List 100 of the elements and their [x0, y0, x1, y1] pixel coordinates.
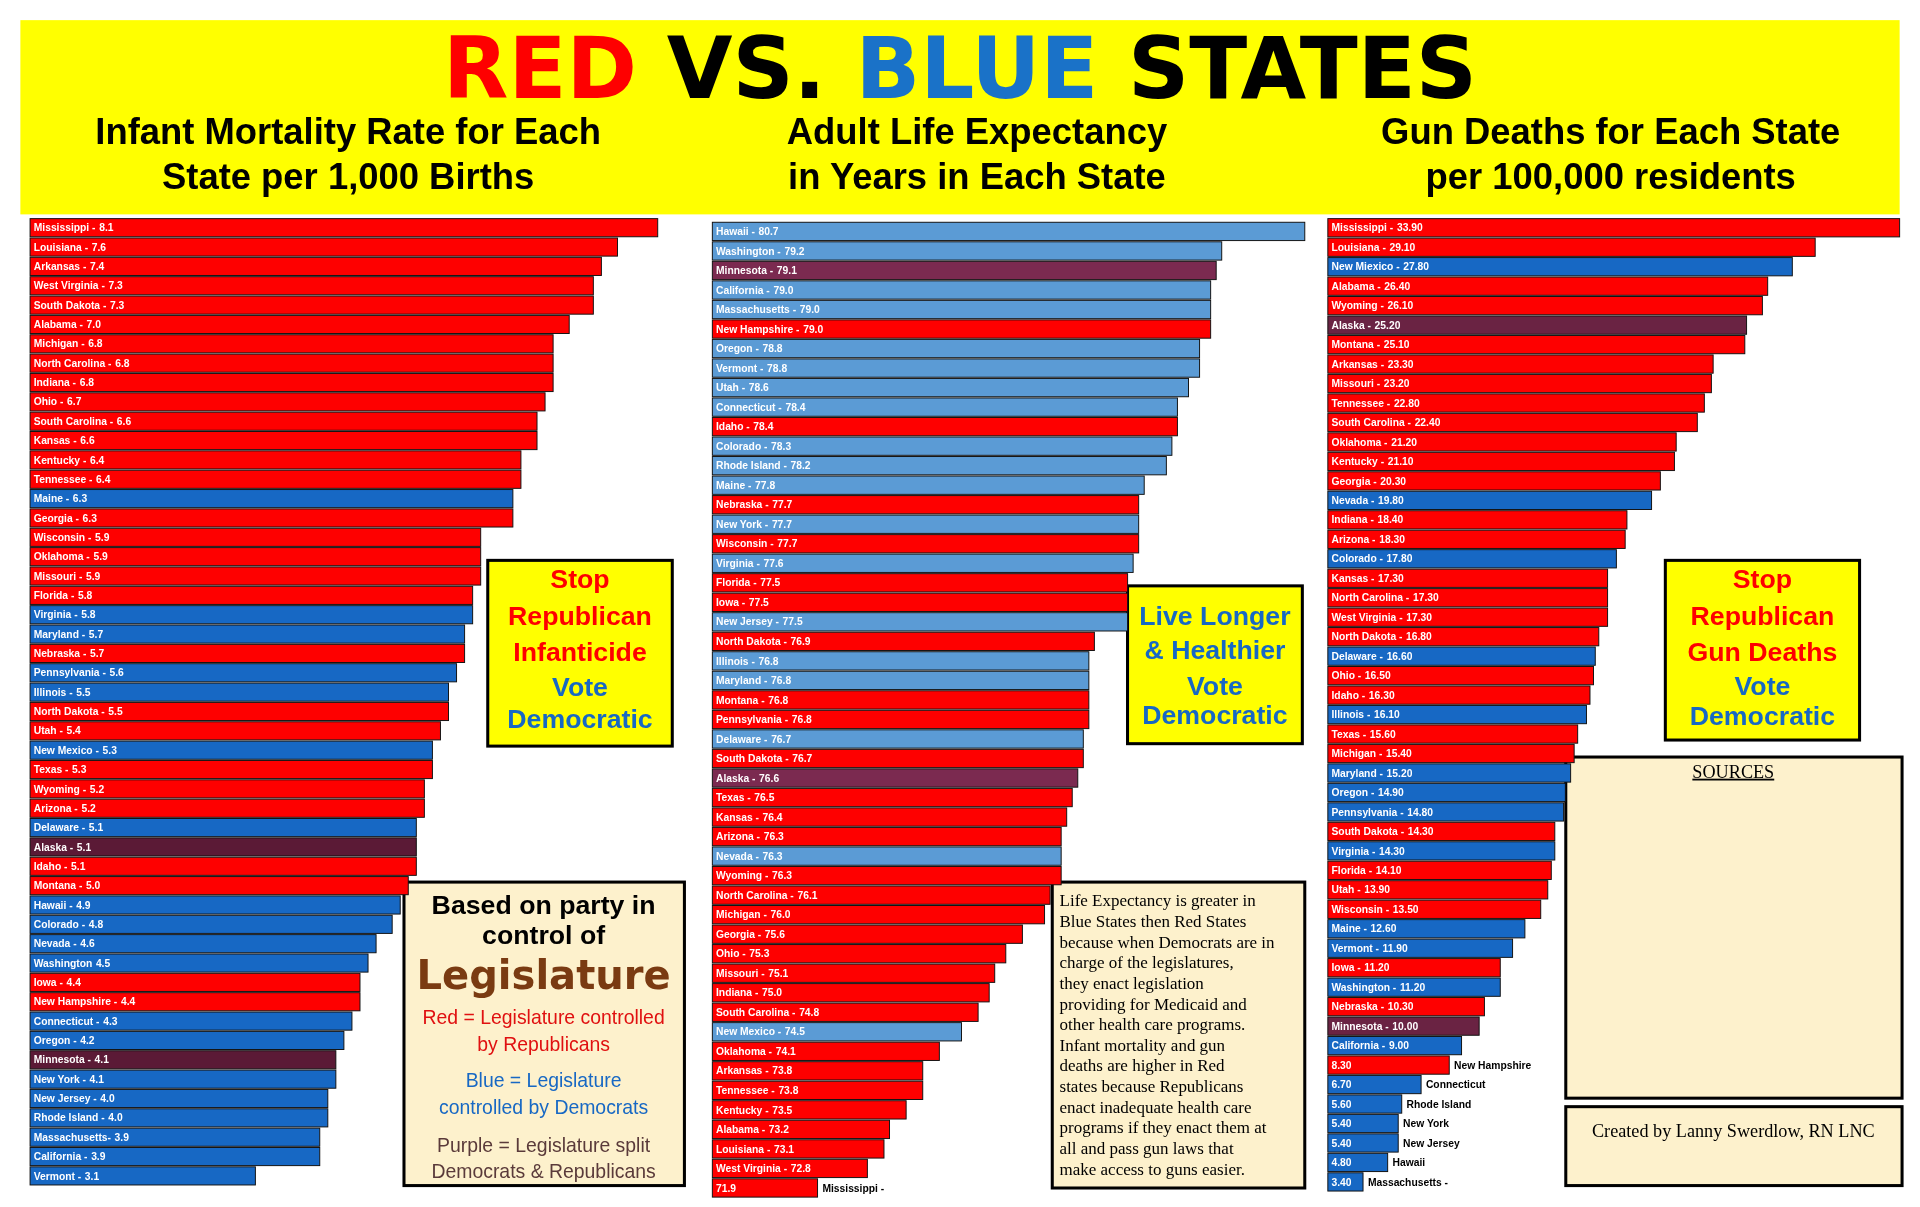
data-label: 73.8 — [772, 1065, 793, 1077]
category-label: Vermont - — [33, 1170, 82, 1182]
data-label: 74.8 — [799, 1006, 820, 1018]
category-label: New Mexico - — [33, 744, 99, 756]
data-label: 16.30 — [1368, 689, 1395, 701]
data-label: 3.9 — [91, 1151, 106, 1163]
category-label: Kansas - — [1331, 572, 1375, 584]
data-label: 75.3 — [749, 948, 770, 960]
category-label: North Carolina - — [715, 889, 794, 901]
category-label: Arizona - — [1331, 533, 1376, 545]
category-label: Maine - — [1331, 923, 1367, 935]
category-label: Washington - — [715, 245, 781, 257]
category-label: West Virginia - — [715, 1163, 788, 1175]
data-label: 79.0 — [773, 284, 794, 296]
category-label: Maryland - — [715, 675, 768, 687]
data-label: 74.5 — [784, 1026, 806, 1038]
data-label: 76.3 — [762, 850, 783, 862]
data-label: 11.20 — [1364, 962, 1390, 974]
category-label: Michigan - — [715, 909, 767, 921]
data-label: 9.00 — [1388, 1040, 1410, 1052]
data-label: 77.5 — [748, 596, 770, 608]
category-label: Kentucky - — [1331, 456, 1385, 468]
category-label: Massachusetts - — [715, 304, 797, 316]
category-label: Missouri - — [1331, 378, 1381, 390]
data-label: 21.10 — [1387, 456, 1414, 468]
data-label: 6.8 — [115, 357, 130, 369]
annotation: Red = Legislature controlled by Republicans — [422, 1006, 665, 1055]
category-label: Illinois - — [1331, 709, 1371, 721]
data-label: 72.8 — [790, 1163, 812, 1175]
category-label: Nevada - — [1331, 495, 1375, 507]
data-label: 4.5 — [95, 957, 111, 969]
data-label: 73.1 — [773, 1143, 795, 1155]
data-label: 78.2 — [790, 460, 811, 472]
annotation: Stop Republican Gun Deaths — [1687, 564, 1838, 668]
category-label: Kansas - — [715, 811, 759, 823]
category-label: New Hampshire — [1454, 1059, 1532, 1071]
text: Life Expectancy is greater in Blue States then Red States because when Democrats are in charge of the legislatures, they enact legislation providing for Medicaid and other health care programs. Infant mortality and gun deaths are higher in Red states because Republicans enact inadequate health care programs if they enact them at all and pass gun laws that make access to guns easier. — [1059, 891, 1275, 1179]
category-label: South Dakota - — [1331, 826, 1405, 838]
data-label: 14.80 — [1407, 806, 1434, 818]
data-label: 14.10 — [1375, 864, 1402, 876]
data-label: 5.4 — [66, 725, 82, 737]
category-label: Vermont - — [715, 362, 764, 374]
data-label: 78.8 — [762, 343, 783, 355]
data-label: 15.20 — [1386, 767, 1413, 779]
category-label: Maine - — [33, 493, 70, 505]
data-label: 22.40 — [1414, 417, 1441, 429]
data-label: 5.9 — [95, 531, 110, 543]
data-label: 4.0 — [108, 1112, 123, 1124]
data-label: 5.5 — [108, 706, 123, 718]
category-label: Louisiana - — [715, 1143, 771, 1155]
category-label: California - — [715, 284, 770, 296]
data-label: 3.9 — [114, 1131, 130, 1143]
data-label: 29.10 — [1389, 241, 1416, 253]
category-label: South Carolina - — [715, 1006, 796, 1018]
data-label: 76.7 — [771, 733, 792, 745]
data-label: 7.6 — [91, 241, 107, 253]
category-label: Wisconsin - — [715, 538, 774, 550]
data-label: 77.8 — [755, 479, 776, 491]
category-label: Michigan - — [33, 338, 85, 350]
data-label: 74.1 — [775, 1045, 797, 1057]
data-label: 17.30 — [1378, 572, 1405, 584]
data-label: 77.7 — [772, 499, 793, 511]
data-label: 76.4 — [762, 811, 783, 823]
category-label: California - — [1331, 1040, 1386, 1052]
category-label: Tennessee - — [1331, 397, 1391, 409]
data-label: 13.50 — [1392, 903, 1419, 915]
data-label: 79.2 — [784, 245, 805, 257]
category-label: Maryland - — [1331, 767, 1383, 779]
data-label: 3.40 — [1331, 1176, 1352, 1188]
category-label: Wisconsin - — [33, 531, 92, 543]
category-label: Maryland - — [33, 628, 86, 640]
category-label: Oregon - — [1331, 787, 1375, 799]
data-label: 16.10 — [1374, 709, 1401, 721]
category-label: New Jersey - — [715, 616, 779, 628]
data-label: 76.7 — [792, 753, 813, 765]
data-label: 5.5 — [76, 686, 91, 698]
data-label: 78.4 — [753, 421, 774, 433]
data-label: 6.8 — [88, 338, 103, 350]
data-label: 77.5 — [760, 577, 781, 589]
data-label: 33.90 — [1396, 222, 1423, 234]
data-label: 4.80 — [1331, 1157, 1352, 1169]
category-label: Hawaii — [1392, 1157, 1426, 1169]
data-label: 7.4 — [90, 261, 105, 273]
category-label: Missouri - — [715, 967, 765, 979]
category-label: Montana - — [1331, 339, 1381, 351]
category-label: Nebraska - — [33, 648, 87, 660]
category-label: New Hampshire - — [715, 323, 800, 335]
category-label: Mississippi - — [33, 222, 96, 234]
category-label: Washington - — [1331, 981, 1397, 993]
data-label: 4.1 — [89, 1073, 105, 1085]
data-label: 8.1 — [99, 222, 114, 234]
category-label: North Dakota - — [1331, 631, 1403, 643]
data-label: 4.2 — [80, 1035, 95, 1047]
data-label: 11.90 — [1382, 942, 1409, 954]
data-label: 76.8 — [768, 694, 789, 706]
category-label: Georgia - — [1331, 475, 1377, 487]
category-label: North Carolina - — [1331, 592, 1410, 604]
category-label: Colorado - — [1331, 553, 1383, 565]
category-label: Kansas - — [33, 435, 77, 447]
category-label: North Dakota - — [715, 636, 787, 648]
